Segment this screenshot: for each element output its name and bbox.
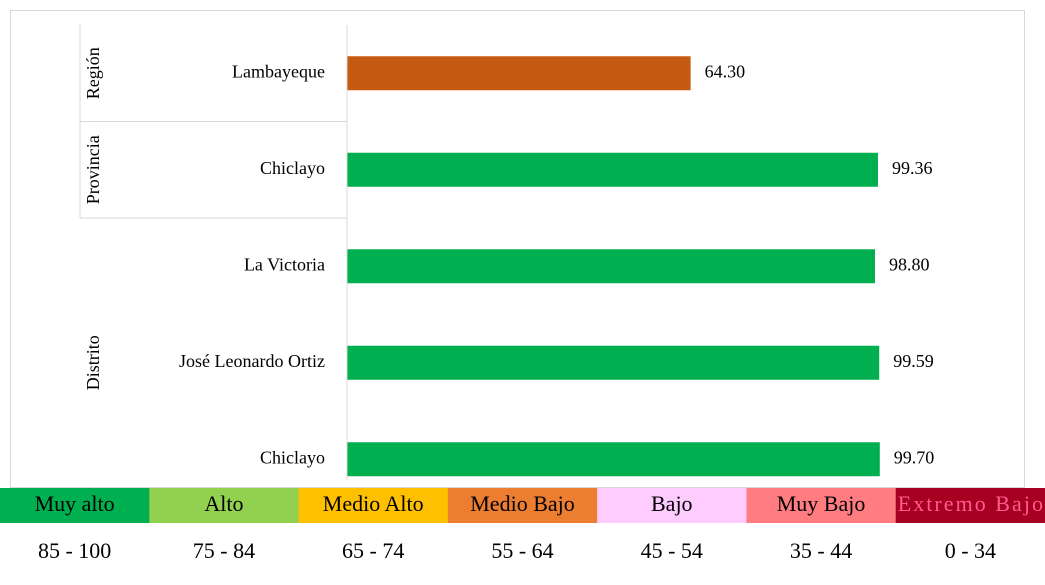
category-label: José Leonardo Ortiz — [179, 351, 325, 371]
legend-swatch — [149, 488, 300, 523]
legend-label: Medio Bajo — [470, 491, 575, 516]
category-label: Chiclayo — [260, 158, 325, 178]
legend-range: 35 - 44 — [790, 538, 852, 563]
legend-swatch — [447, 488, 598, 523]
legend-swatch — [0, 488, 150, 523]
bar — [347, 345, 880, 380]
legend-swatch — [895, 488, 1045, 523]
legend-swatch — [597, 488, 747, 523]
value-label: 99.59 — [893, 351, 934, 371]
bar — [347, 442, 880, 477]
bar — [347, 152, 878, 187]
value-label: 98.80 — [889, 254, 930, 274]
legend-swatch — [746, 488, 897, 523]
legend-range: 45 - 54 — [641, 538, 703, 563]
value-label: 99.36 — [892, 158, 933, 178]
legend-range: 75 - 84 — [193, 538, 255, 563]
value-label: 99.70 — [894, 447, 935, 467]
legend-range: 55 - 64 — [491, 538, 553, 563]
legend-label: Muy alto — [35, 491, 115, 516]
legend-range: 0 - 34 — [945, 538, 996, 563]
group-label: Región — [83, 47, 103, 99]
legend-label: Medio Alto — [323, 491, 424, 516]
group-label: Provincia — [83, 135, 103, 204]
legend-range: 85 - 100 — [38, 538, 111, 563]
value-label: 64.30 — [705, 61, 746, 81]
group-label: Distrito — [83, 335, 103, 390]
legend-label: Bajo — [651, 491, 693, 516]
bar — [347, 56, 691, 91]
category-label: Chiclayo — [260, 447, 325, 467]
category-label: La Victoria — [244, 254, 325, 274]
legend-label: Extremo Bajo — [898, 491, 1043, 516]
legend-label: Alto — [204, 491, 243, 516]
legend-swatch — [298, 488, 449, 523]
bar — [347, 249, 875, 284]
legend-range: 65 - 74 — [342, 538, 404, 563]
legend-label: Muy Bajo — [777, 491, 866, 516]
category-label: Lambayeque — [232, 61, 325, 81]
